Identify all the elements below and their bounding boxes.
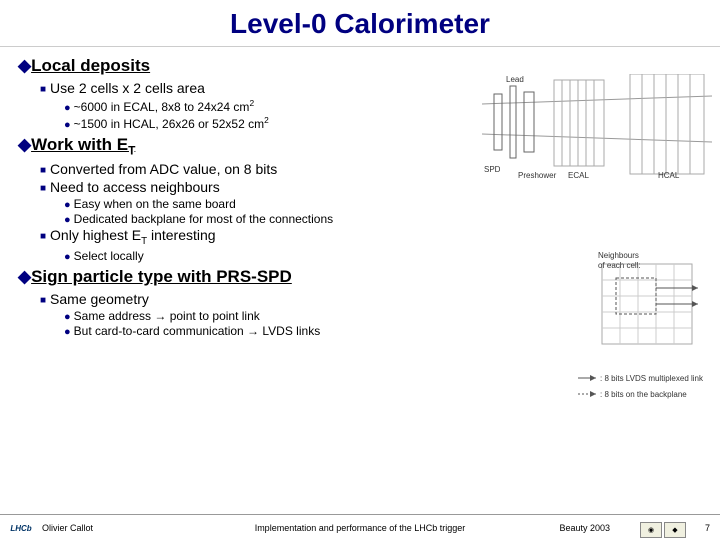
diamond-icon: ◆: [18, 135, 31, 155]
heading-text: Local deposits: [31, 56, 150, 75]
bullet-text: Converted from ADC value, on 8 bits: [50, 161, 277, 177]
superscript: 2: [249, 98, 254, 108]
bullet-icon: ●: [64, 102, 71, 114]
square-icon: ■: [40, 84, 46, 95]
diamond-icon: ◆: [18, 267, 31, 287]
sub-text: Dedicated backplane for most of the conn…: [74, 212, 334, 226]
bullet-icon: ●: [64, 326, 71, 338]
sub-card-to-card: ●But card-to-card communication → LVDS l…: [64, 324, 478, 338]
sub-easy: ●Easy when on the same board: [64, 197, 478, 211]
sub-text: ~1500 in HCAL, 26x26 or 52x52 cm: [74, 117, 264, 131]
bullet-icon: ●: [64, 311, 71, 323]
bullet-text-pre: Only highest E: [50, 227, 141, 243]
square-icon: ■: [40, 231, 46, 242]
bullet-icon: ●: [64, 199, 71, 211]
footer-logos: ◉ ◆: [640, 522, 686, 538]
sub-backplane: ●Dedicated backplane for most of the con…: [64, 212, 478, 226]
square-icon: ■: [40, 183, 46, 194]
heading-text: Sign particle type with PRS-SPD: [31, 267, 292, 286]
bullet-icon: ●: [64, 119, 71, 131]
sub-ecal: ●~6000 in ECAL, 8x8 to 24x24 cm2: [64, 98, 478, 114]
label-preshower: Preshower: [518, 171, 557, 180]
footer-page-number: 7: [705, 523, 710, 533]
lhcb-logo: LHCb: [4, 518, 38, 538]
sub-same-address: ●Same address → point to point link: [64, 309, 478, 323]
label-ecal: ECAL: [568, 171, 589, 180]
bullet-use-cells: ■ Use 2 cells x 2 cells area: [40, 80, 478, 96]
label-lead: Lead: [506, 75, 524, 84]
sub-text: But card-to-card communication → LVDS li…: [74, 324, 321, 338]
svg-text:Neighbours: Neighbours: [598, 251, 639, 260]
heading-work-et: ◆Work with ET: [18, 135, 478, 157]
sub-select-locally: ●Select locally: [64, 249, 478, 263]
svg-text:: 8 bits on the backplane: : 8 bits on the backplane: [600, 390, 687, 399]
diamond-icon: ◆: [18, 56, 31, 76]
bullet-text: Need to access neighbours: [50, 179, 220, 195]
bullet-same-geometry: ■ Same geometry: [40, 291, 478, 307]
diagram-svg: Lead SPD Preshower ECAL HCAL Neighbours …: [482, 74, 712, 434]
footer: LHCb Olivier Callot Implementation and p…: [0, 514, 720, 540]
footer-logo-2: ◆: [664, 522, 686, 538]
label-spd: SPD: [484, 165, 501, 174]
svg-text:of each cell:: of each cell:: [598, 261, 641, 270]
heading-sign-particle: ◆Sign particle type with PRS-SPD: [18, 267, 478, 287]
bullet-neighbours: ■ Need to access neighbours: [40, 179, 478, 195]
sub-text: Same address → point to point link: [74, 309, 260, 323]
footer-author: Olivier Callot: [42, 523, 93, 533]
sub-text: ~6000 in ECAL, 8x8 to 24x24 cm: [74, 100, 250, 114]
bullet-icon: ●: [64, 214, 71, 226]
heading-text: Work with E: [31, 135, 128, 154]
label-hcal: HCAL: [658, 171, 680, 180]
bullet-text-post: interesting: [147, 227, 215, 243]
bullet-icon: ●: [64, 251, 71, 263]
svg-text:: 8 bits LVDS multiplexed link: : 8 bits LVDS multiplexed link: [600, 374, 704, 383]
sub-text: Select locally: [74, 249, 144, 263]
bullet-text: Use 2 cells x 2 cells area: [50, 80, 205, 96]
slide-title: Level-0 Calorimeter: [0, 0, 720, 47]
sub-text: Easy when on the same board: [74, 197, 236, 211]
sub-hcal: ●~1500 in HCAL, 26x26 or 52x52 cm2: [64, 115, 478, 131]
bullet-converted: ■ Converted from ADC value, on 8 bits: [40, 161, 478, 177]
superscript: 2: [264, 115, 269, 125]
heading-local-deposits: ◆Local deposits: [18, 56, 478, 76]
subscript: T: [128, 143, 135, 157]
footer-center-title: Implementation and performance of the LH…: [255, 523, 466, 533]
square-icon: ■: [40, 295, 46, 306]
footer-logo-1: ◉: [640, 522, 662, 538]
square-icon: ■: [40, 165, 46, 176]
calorimeter-diagram: Lead SPD Preshower ECAL HCAL Neighbours …: [482, 74, 712, 434]
bullet-only-highest: ■Only highest ET interesting: [40, 227, 478, 247]
footer-conference: Beauty 2003: [559, 523, 610, 533]
bullet-text: Same geometry: [50, 291, 149, 307]
content-area: ◆Local deposits ■Use 2 cells x 2 cells a…: [18, 52, 478, 339]
